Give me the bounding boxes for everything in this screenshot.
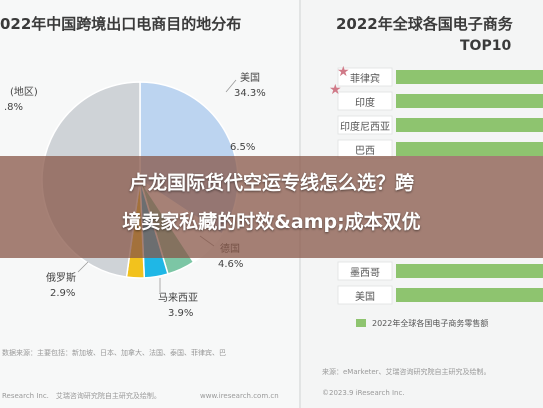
right-chart-title: 2022年全球各国电子商务	[336, 15, 513, 33]
pie-label-usa: 美国	[240, 73, 260, 84]
headline-line-1[interactable]: 卢龙国际货代空运专线怎么选？跨	[128, 172, 414, 194]
bar-4	[396, 142, 543, 156]
pie-label-uk-value: 6.5%	[230, 142, 256, 153]
category-box	[337, 91, 393, 111]
bar-2	[396, 94, 543, 108]
legend-label: 2022年全球各国电子商务零售额	[372, 319, 489, 328]
country-label: 美国	[355, 292, 375, 303]
bar-5	[396, 264, 543, 278]
country-label: 印度尼西亚	[340, 122, 390, 133]
headline-banner	[0, 156, 543, 258]
pie-label-usa-value: 34.3%	[234, 88, 266, 99]
pie-label-region-value: .8%	[4, 102, 24, 113]
country-label: 巴西	[355, 146, 375, 157]
country-label: 菲律宾	[350, 74, 380, 85]
pie-label-russia-value: 2.9%	[50, 288, 76, 299]
bar-1	[396, 70, 543, 84]
star-icon: ★	[329, 82, 342, 98]
pie-label-germany-value: 4.6%	[218, 259, 244, 270]
category-box	[337, 261, 393, 281]
headline-line-2[interactable]: 境卖家私藏的时效&amp;成本双优	[122, 211, 421, 233]
legend-swatch	[356, 319, 366, 327]
pie-label-malaysia: 马来西亚	[158, 293, 198, 304]
right-chart-subtitle: TOP10	[460, 38, 512, 54]
bar-6	[396, 288, 543, 302]
left-source-credit: Research Inc. 艾瑞咨询研究院自主研究及绘制。	[2, 392, 161, 400]
category-box	[337, 285, 393, 305]
pie-label-malaysia-value: 3.9%	[168, 308, 194, 319]
right-source-credit: ©2023.9 iResearch Inc.	[322, 389, 405, 397]
star-icon: ★	[337, 64, 350, 80]
category-box	[337, 115, 393, 135]
category-box	[337, 67, 393, 87]
pie-label-region: (地区)	[10, 87, 38, 98]
left-chart-title: 022年中国跨境出口电商目的地分布	[0, 15, 242, 33]
pie-label-russia: 俄罗斯	[46, 273, 76, 284]
country-label: 墨西哥	[350, 268, 380, 279]
left-source-url: www.iresearch.com.cn	[200, 392, 279, 400]
left-source-note: 数据来源：主要包括：新加坡、日本、加拿大、法国、泰国、菲律宾、巴	[2, 349, 226, 357]
right-source-note: 来源：eMarketer、艾瑞咨询研究院自主研究及绘制。	[322, 368, 491, 376]
bar-chart	[337, 67, 543, 305]
country-label: 印度	[355, 98, 375, 109]
bar-3	[396, 118, 543, 132]
